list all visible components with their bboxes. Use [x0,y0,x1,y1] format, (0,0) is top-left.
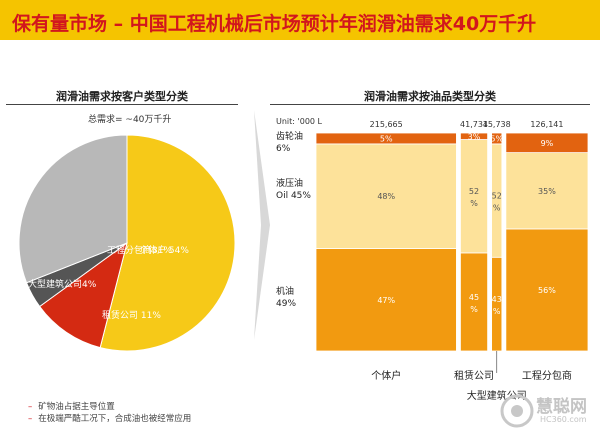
title-bar: 保有量市场 – 中国工程机械后市场预计年润滑油需求40万千升 [0,0,600,40]
oil-type-section-title: 润滑油需求按油品类型分类 [364,90,496,103]
mekko-value-label: % [470,199,478,208]
mekko-value-label: % [470,305,478,314]
mekko-width-label-individual: 215,665 [369,120,403,129]
mekko-category-label-large-construction: 大型建筑公司 [466,391,527,402]
note-synthetic-oil: 在极端严酷工况下，合成油也被经常应用 [28,412,191,424]
mekko-width-label-rental: 41,734 [460,120,489,129]
pie-label-large-construction: 大型建筑公司4% [28,278,97,290]
total-demand-label: 总需求= ~40万千升 [88,115,172,125]
mekko-category-label-subcontractor: 工程分包商 [521,371,572,382]
mekko-category-label-rental: 租赁公司 [454,371,495,382]
customer-pie-chart: 个体户 54% 租赁公司 11% 大型建筑公司4% 工程分包商31% [18,134,236,352]
pie-slice-individual [99,134,236,352]
hc360-logo-icon [500,394,534,428]
mekko-width-label-subcontractor: 126,141 [530,120,564,129]
page-title: 保有量市场 – 中国工程机械后市场预计年润滑油需求40万千升 [12,13,537,35]
unit-label: Unit: '000 L [276,117,322,126]
watermark-text: 慧聪网 [536,397,587,417]
left-section-rule [6,104,238,105]
pie-label-rental: 租赁公司 11% [102,309,161,321]
mekko-cell-gear-oil-individual [316,133,457,145]
mekko-value-label: % [493,307,501,316]
mekko-value-label: 47% [377,296,395,305]
mekko-value-label: 3% [468,133,481,141]
mekko-cell-gear-oil-subcontractor [505,133,589,154]
mekko-value-label: % [493,204,501,213]
mekko-value-label: 5% [490,134,503,143]
pie-label-individual: 个体户 54% [139,244,189,256]
mekko-value-label: 9% [541,139,554,148]
mekko-category-label-individual: 个体户 [371,371,402,382]
mekko-value-label: 52 [492,192,502,201]
mekko-value-label: 35% [538,187,556,196]
hydraulic-oil-row-label: 液压油 Oil 45% [276,179,311,201]
note-mineral-oil: 矿物油占据主导位置 [28,400,115,412]
mekko-value-label: 5% [380,134,393,143]
mekko-cell-gear-oil-rental [460,133,489,140]
mekko-cell-hydraulic-oil-subcontractor [505,152,589,230]
mekko-value-label: 52 [469,187,479,196]
watermark-url: HC360.com [540,415,587,424]
engine-oil-row-label: 机油 49% [276,287,297,309]
right-section-rule [270,104,590,105]
mekko-cell-hydraulic-oil-individual [316,143,457,249]
pie-label-subcontractor: 工程分包商31% [107,244,172,256]
pie-slice-rental [38,241,128,349]
mekko-cell-hydraulic-oil-rental [460,139,489,254]
oil-type-mekko-chart: 47% 48% 5% 45% 52% 3% 43% 52% 5% 56% 35% 9% [316,133,589,373]
customer-type-section-title: 润滑油需求按客户类型分类 [56,90,188,103]
chevron-arrow-icon [254,110,270,340]
mekko-cell-engine-oil-individual [316,248,457,352]
mekko-value-label: 48% [377,192,395,201]
mekko-cell-engine-oil-subcontractor [505,228,589,352]
mekko-value-label: 43 [492,295,502,304]
mekko-cell-gear-oil-large-construction [491,133,503,145]
mekko-cell-engine-oil-rental [460,252,489,352]
hc360-watermark: 慧聪网 HC360.com [500,392,598,430]
pie-slice-subcontractor [18,134,128,284]
mekko-value-label: 56% [538,286,556,295]
mekko-width-label-large-construction: 15,738 [482,120,511,129]
mekko-value-label: 45 [469,293,479,302]
gear-oil-row-label: 齿轮油 6% [276,132,304,154]
